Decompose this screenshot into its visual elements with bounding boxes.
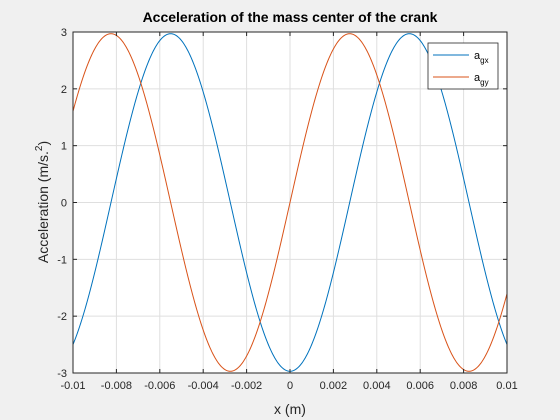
y-axis-label-close: ) — [35, 141, 51, 146]
x-tick-label: -0.008 — [101, 380, 132, 392]
x-tick-label: 0.01 — [496, 380, 517, 392]
y-tick-label: 3 — [61, 27, 67, 39]
chart-title: Acceleration of the mass center of the c… — [143, 9, 438, 25]
y-axis-label-superscript: 2 — [34, 145, 45, 151]
legend-label-agx: agx — [474, 50, 489, 65]
x-axis: -0.01 -0.008 -0.006 -0.004 -0.002 0 0.002 0.004… — [60, 32, 518, 392]
y-axis: -3 -2 -1 0 1 2 3 — [57, 27, 507, 380]
y-tick-label: -3 — [57, 368, 67, 380]
series-line-agy — [73, 33, 507, 372]
x-tick-label: 0.002 — [320, 380, 348, 392]
x-tick-label: -0.002 — [231, 380, 262, 392]
y-tick-label: 0 — [61, 198, 67, 210]
legend-label-agy: agy — [474, 72, 489, 87]
y-tick-label: 2 — [61, 84, 67, 96]
x-tick-label: 0.004 — [363, 380, 391, 392]
x-tick-label: -0.006 — [144, 380, 175, 392]
x-tick-label: 0 — [287, 380, 293, 392]
x-tick-label: 0.008 — [450, 380, 478, 392]
y-axis-label-text: Acceleration (m/s. — [35, 151, 51, 263]
y-tick-label: 1 — [61, 141, 67, 153]
legend: agx agy — [427, 42, 499, 90]
x-tick-label: -0.01 — [60, 380, 85, 392]
legend-box — [427, 42, 499, 90]
x-axis-label: x (m) — [274, 401, 306, 417]
x-tick-label: -0.004 — [188, 380, 219, 392]
y-axis-label: Acceleration (m/s.2) — [34, 141, 51, 263]
y-tick-label: -2 — [57, 311, 67, 323]
x-tick-label: 0.006 — [406, 380, 434, 392]
y-tick-label: -1 — [57, 254, 67, 266]
